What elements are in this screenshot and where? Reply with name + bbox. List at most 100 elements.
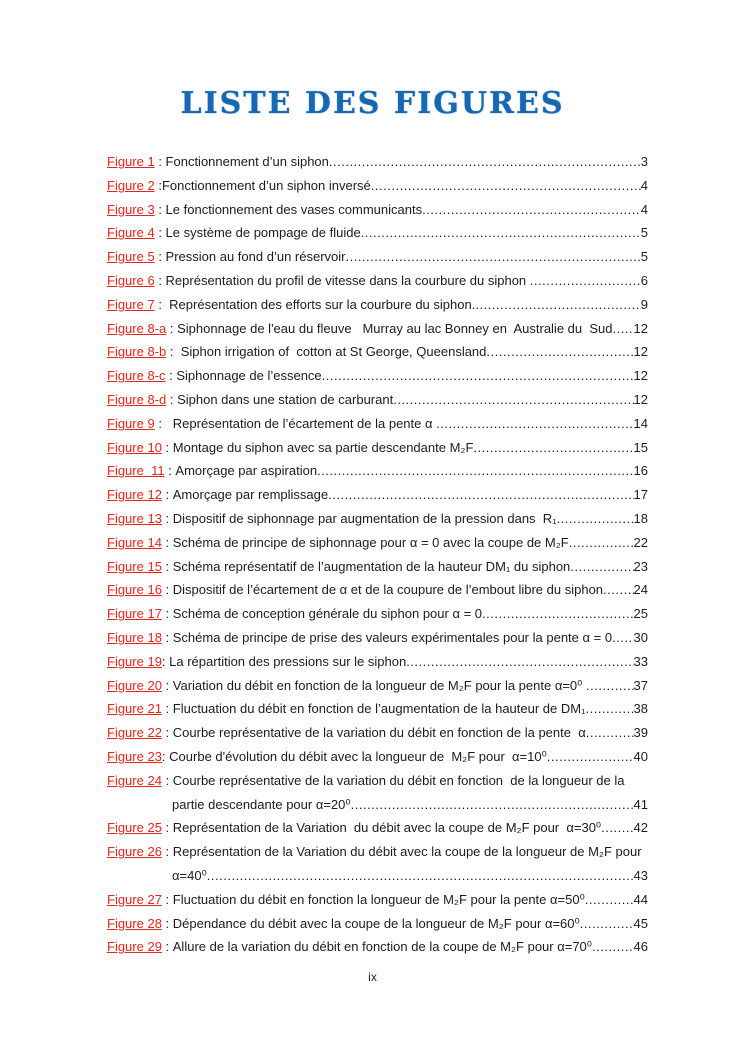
figure-link[interactable]: Figure 5 [107,249,155,265]
separator: : [154,201,166,217]
toc-entry: Figure 11 : Amorçage par aspiration.....… [107,459,648,483]
page-number: 37 [633,677,648,693]
toc-entry: Figure 18 : Schéma de principe de prise … [107,626,648,650]
dot-leader: ........................................… [486,344,633,360]
figure-caption: Siphonnage de l’essence [176,368,322,384]
figure-caption: Amorçage par remplissage [172,487,329,503]
toc-entry: Figure 29 : Allure de la variation du dé… [107,935,648,959]
separator: : [154,272,166,288]
toc-entry: Figure 17 : Schéma de conception général… [107,602,648,626]
separator: : [161,629,173,645]
toc-entry: Figure 6 : Représentation du profil de v… [107,269,648,293]
figure-caption: Courbe d'évolution du débit avec la long… [169,748,547,764]
figure-link[interactable]: Figure 8-b [107,344,167,360]
dot-leader: ........................................… [206,867,634,883]
toc-entry-continuation: partie descendante pour α=20⁰...........… [107,793,648,817]
separator: : [154,415,173,431]
figure-link[interactable]: Figure 14 [107,534,162,550]
figure-link[interactable]: Figure 23 [107,748,162,764]
dot-leader: ........................................… [321,368,634,384]
figure-link[interactable]: Figure 13 [107,510,162,526]
separator: : [161,606,173,622]
page-number: 23 [633,558,648,574]
figure-link[interactable]: Figure 28 [107,915,162,931]
figure-link[interactable]: Figure 8-c [107,368,166,384]
separator: : [161,582,173,598]
figure-link[interactable]: Figure 6 [107,272,155,288]
dot-leader: ........................................… [406,653,633,669]
page-number: 4 [640,177,648,193]
figure-link[interactable]: Figure 11 [107,463,165,479]
figure-link[interactable]: Figure 22 [107,725,162,741]
page-number: 45 [633,915,648,931]
page-number: 12 [633,391,648,407]
toc-entry: Figure 19: La répartition des pressions … [107,650,648,674]
dot-leader: ........................................… [601,820,633,836]
page-number: 38 [633,701,648,717]
separator: : [161,677,173,693]
page-number: 15 [633,439,648,455]
page-number: 5 [640,225,648,241]
toc-entry-continuation: α=40⁰...................................… [107,864,648,888]
toc-entry: Figure 8-c : Siphonnage de l’essence....… [107,364,648,388]
figure-link[interactable]: Figure 7 [107,296,155,312]
page-title: LISTE DES FIGURES [180,86,565,121]
figure-link[interactable]: Figure 19 [107,653,162,669]
figure-link[interactable]: Figure 3 [107,201,155,217]
figure-link[interactable]: Figure 4 [107,225,155,241]
separator: : [154,177,162,193]
separator: : [161,844,173,860]
dot-leader: ........................................… [360,225,641,241]
page-number: 5 [640,249,648,265]
separator: : [166,320,178,336]
toc-entry: Figure 14 : Schéma de principe de siphon… [107,531,648,555]
figure-link[interactable]: Figure 17 [107,606,162,622]
figure-link[interactable]: Figure 12 [107,487,162,503]
figure-caption: Allure de la variation du débit en fonct… [172,939,592,955]
figure-link[interactable]: Figure 10 [107,439,162,455]
dot-leader: ........................................… [586,677,634,693]
toc-entry: Figure 15 : Schéma représentatif de l’au… [107,555,648,579]
figure-caption: Siphonnage de l'eau du fleuve Murray au … [177,320,613,336]
figure-caption: Schéma représentatif de l’augmentation d… [172,558,571,574]
figure-caption: Fluctuation du débit en fonction la long… [172,891,585,907]
page-number: 30 [633,629,648,645]
figure-link[interactable]: Figure 1 [107,154,155,169]
separator: : [161,534,173,550]
page-number: 14 [633,415,648,431]
figure-link[interactable]: Figure 27 [107,891,162,907]
figure-link[interactable]: Figure 20 [107,677,162,693]
page-number: 18 [633,510,648,526]
toc-entry: Figure 2 : Fonctionnement d’un siphon inv… [107,174,648,198]
toc-entry: Figure 20 : Variation du débit en foncti… [107,674,648,698]
figure-caption: Siphon dans une station de carburant [177,391,394,407]
figure-link[interactable]: Figure 25 [107,820,162,836]
figure-link[interactable]: Figure 21 [107,701,162,717]
figure-link[interactable]: Figure 8-a [107,320,167,336]
figure-link[interactable]: Figure 29 [107,939,162,955]
figure-link[interactable]: Figure 24 [107,772,162,788]
figure-link[interactable]: Figure 26 [107,844,162,860]
toc-entry: Figure 1 : Fonctionnement d’un siphon...… [107,150,648,174]
dot-leader: ........................................… [436,415,634,431]
figure-link[interactable]: Figure 2 [107,177,155,193]
figure-caption: Montage du siphon avec sa partie descend… [172,439,474,455]
figure-link[interactable]: Figure 16 [107,582,162,598]
page-number: 12 [633,368,648,384]
dot-leader: ........................................… [350,796,634,812]
figure-caption: Schéma de conception générale du siphon … [172,606,483,622]
figure-list: Figure 1 : Fonctionnement d’un siphon...… [107,150,648,959]
separator: : [165,368,177,384]
separator: : [161,725,173,741]
dot-leader: ........................................… [475,296,640,312]
toc-entry: Figure 12 : Amorçage par remplissage....… [107,483,648,507]
dot-leader: ........................................… [603,582,634,598]
figure-link[interactable]: Figure 9 [107,415,155,431]
dot-leader: ........................................… [482,606,634,622]
dot-leader: ........................................… [579,915,634,931]
figure-link[interactable]: Figure 8-d [107,391,167,407]
toc-entry: Figure 28 : Dépendance du débit avec la … [107,912,648,936]
figure-link[interactable]: Figure 18 [107,629,162,645]
page-number: 6 [640,272,648,288]
figure-link[interactable]: Figure 15 [107,558,162,574]
